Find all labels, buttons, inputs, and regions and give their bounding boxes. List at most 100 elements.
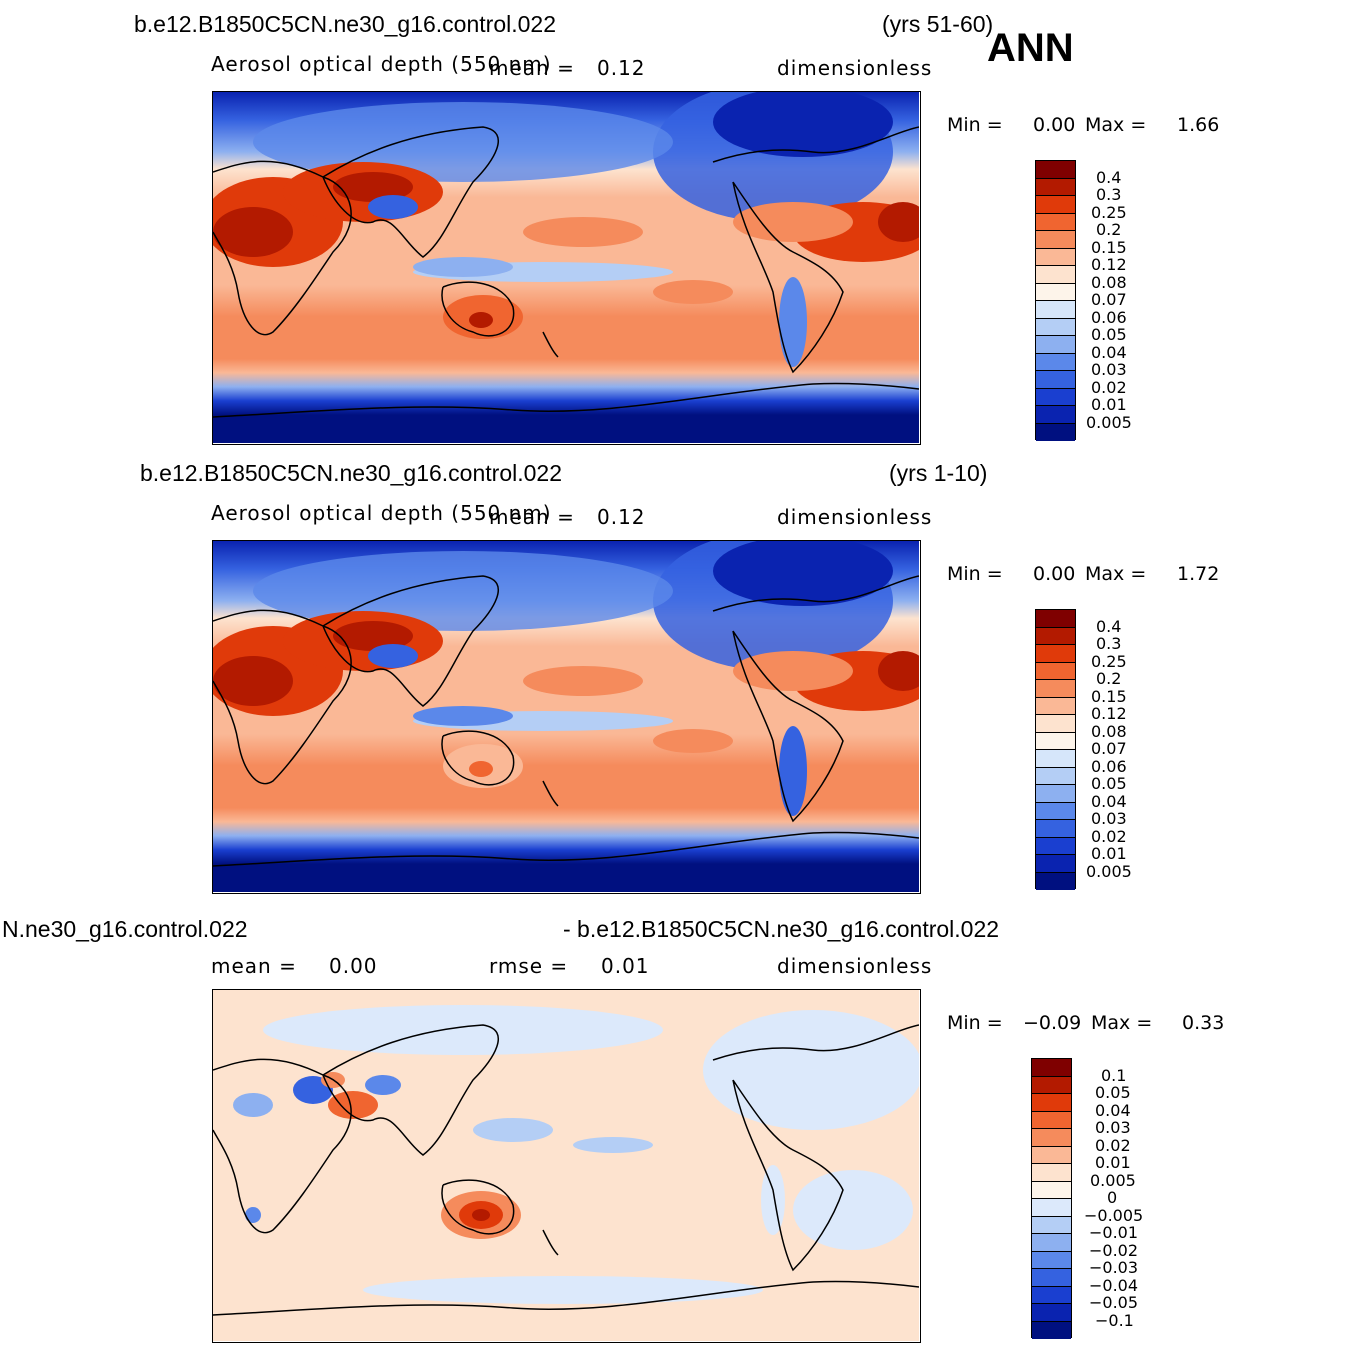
panel1-colorbar-swatch: [1036, 161, 1075, 179]
panel3-mean-label: mean =: [211, 954, 297, 978]
panel2-colorbar-swatch: [1036, 785, 1075, 803]
panel3-colorbar-label: −0.1: [1095, 1311, 1134, 1330]
panel3-colorbar-swatch: [1032, 1146, 1071, 1164]
panel3-units: dimensionless: [777, 954, 933, 978]
panel2-colorbar-label: 0.04: [1091, 792, 1127, 811]
panel2-case-title: b.e12.B1850C5CN.ne30_g16.control.022: [140, 460, 562, 486]
panel3-colorbar-swatch: [1032, 1321, 1071, 1339]
panel2-colorbar-swatch: [1036, 872, 1075, 890]
panel2-colorbar-label: 0.2: [1096, 669, 1122, 688]
panel3-colorbar-label: 0.01: [1095, 1153, 1131, 1172]
panel2-colorbar-swatch: [1036, 697, 1075, 715]
panel3-colorbar-swatch: [1032, 1129, 1071, 1147]
panel2-colorbar-label: 0.08: [1091, 722, 1127, 741]
panel2-colorbar-swatch: [1036, 715, 1075, 733]
panel3-colorbar-swatch: [1032, 1164, 1071, 1182]
panel1-colorbar-label: 0.3: [1096, 185, 1122, 204]
panel3-colorbar-label: 0: [1107, 1188, 1118, 1207]
panel3-colorbar-swatch: [1032, 1094, 1071, 1112]
panel1-colorbar-swatch: [1036, 388, 1075, 406]
panel1-colorbar-label: 0.15: [1091, 238, 1127, 257]
panel2-colorbar-label: 0.03: [1091, 809, 1127, 828]
panel3-colorbar-swatch: [1032, 1286, 1071, 1304]
panel2-map: [212, 540, 921, 894]
panel1-colorbar: [1035, 160, 1076, 441]
panel1-colorbar-swatch: [1036, 178, 1075, 196]
panel1-min-value: 0.00: [1033, 114, 1076, 136]
panel1-colorbar-swatch: [1036, 196, 1075, 214]
panel2-mean-value: 0.12: [597, 505, 646, 529]
panel2-variable: Aerosol optical depth (550 nm): [211, 501, 552, 525]
panel2-max-value: 1.72: [1177, 563, 1220, 585]
panel1-max-value: 1.66: [1177, 114, 1220, 136]
panel1-colorbar-label: 0.25: [1091, 203, 1127, 222]
panel3-colorbar-label: 0.1: [1101, 1066, 1127, 1085]
panel3-colorbar-label: 0.05: [1095, 1083, 1131, 1102]
panel2-min-value: 0.00: [1033, 563, 1076, 585]
panel2-colorbar-label: 0.02: [1091, 827, 1127, 846]
panel2-colorbar-label: 0.005: [1086, 862, 1132, 881]
panel3-max-value: 0.33: [1182, 1012, 1225, 1034]
panel3-colorbar-label: 0.005: [1090, 1171, 1136, 1190]
panel2-colorbar-swatch: [1036, 802, 1075, 820]
panel3-max-label: Max =: [1091, 1012, 1153, 1034]
panel3-colorbar-label: −0.01: [1089, 1223, 1139, 1242]
panel3-colorbar-label: 0.02: [1095, 1136, 1131, 1155]
panel1-colorbar-swatch: [1036, 231, 1075, 249]
panel3-colorbar-swatch: [1032, 1304, 1071, 1322]
panel1-max-label: Max =: [1085, 114, 1147, 136]
panel2-colorbar: [1035, 609, 1076, 890]
panel3-colorbar-label: −0.05: [1089, 1293, 1139, 1312]
panel2-colorbar-label: 0.3: [1096, 634, 1122, 653]
panel2-colorbar-swatch: [1036, 732, 1075, 750]
panel3-colorbar-label: 0.04: [1095, 1101, 1131, 1120]
panel3-colorbar-swatch: [1032, 1181, 1071, 1199]
panel2-colorbar-label: 0.4: [1096, 617, 1122, 636]
panel3-min-value: −0.09: [1023, 1012, 1082, 1034]
panel1-colorbar-label: 0.03: [1091, 360, 1127, 379]
panel1-colorbar-label: 0.4: [1096, 168, 1122, 187]
panel2-colorbar-label: 0.05: [1091, 774, 1127, 793]
panel3-case-right: - b.e12.B1850C5CN.ne30_g16.control.022: [563, 916, 1000, 942]
panel1-years: (yrs 51-60): [882, 11, 994, 37]
panel1-colorbar-swatch: [1036, 301, 1075, 319]
panel2-colorbar-swatch: [1036, 855, 1075, 873]
panel3-colorbar-swatch: [1032, 1076, 1071, 1094]
panel1-colorbar-swatch: [1036, 248, 1075, 266]
panel3-rmse-value: 0.01: [601, 954, 650, 978]
panel1-units: dimensionless: [777, 56, 933, 80]
panel1-mean-label: mean =: [489, 56, 575, 80]
panel1-colorbar-swatch: [1036, 423, 1075, 441]
panel3-colorbar: [1031, 1058, 1072, 1339]
panel1-colorbar-label: 0.07: [1091, 290, 1127, 309]
panel2-colorbar-swatch: [1036, 837, 1075, 855]
panel2-colorbar-label: 0.01: [1091, 844, 1127, 863]
panel2-mean-label: mean =: [489, 505, 575, 529]
panel3-colorbar-swatch: [1032, 1234, 1071, 1252]
panel2-colorbar-swatch: [1036, 645, 1075, 663]
panel2-colorbar-label: 0.15: [1091, 687, 1127, 706]
panel2-colorbar-swatch: [1036, 627, 1075, 645]
panel3-colorbar-swatch: [1032, 1111, 1071, 1129]
panel2-colorbar-swatch: [1036, 610, 1075, 628]
panel2-max-label: Max =: [1085, 563, 1147, 585]
panel1-colorbar-swatch: [1036, 213, 1075, 231]
panel1-colorbar-swatch: [1036, 283, 1075, 301]
panel1-colorbar-label: 0.005: [1086, 413, 1132, 432]
panel2-units: dimensionless: [777, 505, 933, 529]
panel1-colorbar-label: 0.01: [1091, 395, 1127, 414]
panel2-colorbar-swatch: [1036, 750, 1075, 768]
panel3-colorbar-label: −0.005: [1084, 1206, 1144, 1225]
panel1-mean-value: 0.12: [597, 56, 646, 80]
panel3-colorbar-label: 0.03: [1095, 1118, 1131, 1137]
panel1-colorbar-label: 0.04: [1091, 343, 1127, 362]
panel3-colorbar-swatch: [1032, 1199, 1071, 1217]
panel3-colorbar-swatch: [1032, 1251, 1071, 1269]
panel1-colorbar-swatch: [1036, 406, 1075, 424]
panel1-colorbar-swatch: [1036, 353, 1075, 371]
panel2-colorbar-swatch: [1036, 662, 1075, 680]
panel3-colorbar-label: −0.03: [1089, 1258, 1139, 1277]
panel3-colorbar-swatch: [1032, 1216, 1071, 1234]
panel1-colorbar-label: 0.08: [1091, 273, 1127, 292]
panel1-colorbar-label: 0.02: [1091, 378, 1127, 397]
